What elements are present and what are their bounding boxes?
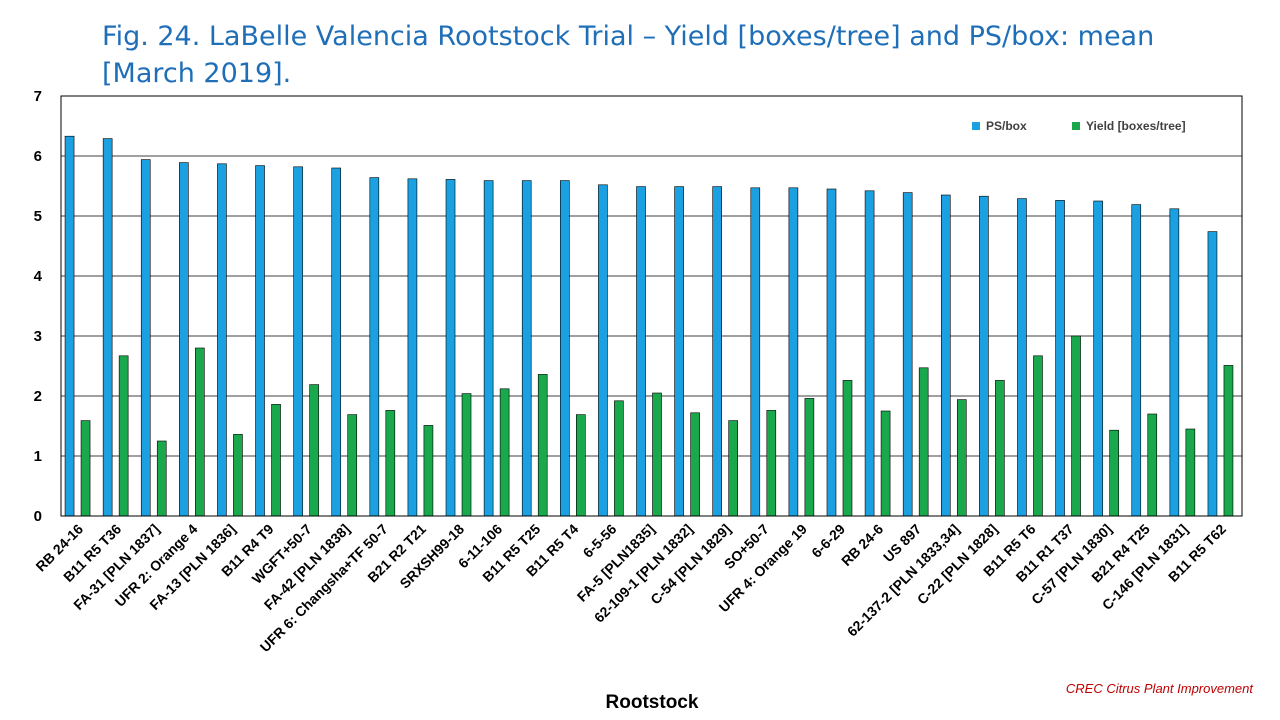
bar-ps-box bbox=[445, 179, 456, 517]
bar-yield bbox=[956, 399, 967, 517]
bar-ps-box bbox=[598, 184, 608, 517]
bar-yield bbox=[804, 398, 815, 517]
bar-yield bbox=[347, 414, 358, 517]
y-tick-label: 7 bbox=[34, 88, 42, 105]
bar-ps-box bbox=[1017, 198, 1027, 517]
bar-yield bbox=[842, 380, 853, 517]
y-tick-label: 5 bbox=[34, 208, 42, 225]
bar-yield bbox=[195, 347, 205, 517]
bar-yield bbox=[499, 388, 510, 517]
bar-ps-box bbox=[179, 162, 189, 517]
bar-yield bbox=[271, 404, 281, 517]
legend-swatch-yield bbox=[1072, 122, 1080, 130]
bar-yield bbox=[728, 420, 738, 517]
bar-yield bbox=[80, 420, 91, 517]
bar-yield bbox=[233, 434, 243, 517]
bar-ps-box bbox=[1169, 208, 1180, 517]
bars bbox=[64, 135, 1234, 517]
bar-ps-box bbox=[64, 135, 75, 517]
bar-yield bbox=[385, 410, 396, 517]
bar-ps-box bbox=[255, 165, 265, 517]
y-axis-ticks: 0 1 2 3 4 5 6 7 bbox=[34, 88, 43, 525]
bar-ps-box bbox=[636, 186, 646, 517]
bar-yield bbox=[652, 392, 662, 517]
bar-yield bbox=[1147, 413, 1158, 517]
y-tick-label: 2 bbox=[34, 388, 42, 405]
bar-ps-box bbox=[102, 138, 113, 517]
bar-yield bbox=[118, 355, 129, 517]
bar-yield bbox=[995, 380, 1005, 517]
bar-ps-box bbox=[979, 195, 989, 517]
bar-ps-box bbox=[483, 180, 494, 517]
bar-ps-box bbox=[560, 180, 570, 517]
legend: PS/box Yield [boxes/tree] bbox=[972, 119, 1186, 133]
bar-ps-box bbox=[902, 192, 913, 517]
bar-yield bbox=[1185, 428, 1196, 517]
y-tick-label: 6 bbox=[34, 148, 42, 165]
x-category-label: RB 24-6 bbox=[838, 521, 886, 569]
bar-yield bbox=[576, 414, 586, 517]
y-tick-label: 1 bbox=[34, 448, 42, 465]
legend-label-yield: Yield [boxes/tree] bbox=[1086, 119, 1186, 133]
bar-ps-box bbox=[521, 180, 532, 517]
bar-yield bbox=[156, 440, 167, 517]
legend-label-ps-box: PS/box bbox=[986, 119, 1027, 133]
bar-yield bbox=[423, 425, 434, 517]
bar-ps-box bbox=[140, 159, 151, 517]
bar-ps-box bbox=[217, 163, 227, 517]
bar-ps-box bbox=[788, 187, 799, 517]
plot-area-border bbox=[60, 95, 1243, 517]
bar-yield bbox=[690, 412, 700, 517]
bar-yield bbox=[918, 367, 929, 517]
bar-ps-box bbox=[1207, 231, 1218, 517]
bar-ps-box bbox=[331, 167, 342, 517]
bar-yield bbox=[1071, 335, 1081, 517]
bar-ps-box bbox=[407, 178, 418, 517]
bar-ps-box bbox=[826, 188, 837, 517]
bar-yield bbox=[309, 384, 319, 517]
bar-yield bbox=[880, 410, 891, 517]
x-axis-label: Rootstock bbox=[606, 692, 699, 713]
bar-ps-box bbox=[1131, 204, 1142, 517]
bar-ps-box bbox=[712, 186, 722, 517]
bar-yield bbox=[614, 400, 624, 517]
bar-ps-box bbox=[750, 187, 761, 517]
bar-ps-box bbox=[674, 186, 684, 517]
bar-yield bbox=[766, 410, 777, 517]
credit-text: CREC Citrus Plant Improvement bbox=[1065, 681, 1253, 696]
bar-yield bbox=[1033, 355, 1043, 517]
bar-ps-box bbox=[1093, 200, 1103, 517]
bar-ps-box bbox=[293, 166, 303, 517]
legend-swatch-ps-box bbox=[972, 122, 980, 130]
bar-yield bbox=[537, 374, 548, 517]
chart-title: Fig. 24. LaBelle Valencia Rootstock Tria… bbox=[102, 21, 1155, 89]
bar-ps-box bbox=[1055, 200, 1065, 517]
bar-ps-box bbox=[864, 190, 875, 517]
bar-yield bbox=[1109, 429, 1119, 517]
bar-ps-box bbox=[940, 194, 951, 517]
y-tick-label: 4 bbox=[34, 268, 43, 285]
y-tick-label: 0 bbox=[34, 508, 42, 525]
bar-yield bbox=[1223, 365, 1234, 517]
bar-ps-box bbox=[369, 177, 380, 517]
bar-yield bbox=[461, 393, 472, 517]
y-tick-label: 3 bbox=[34, 328, 42, 345]
